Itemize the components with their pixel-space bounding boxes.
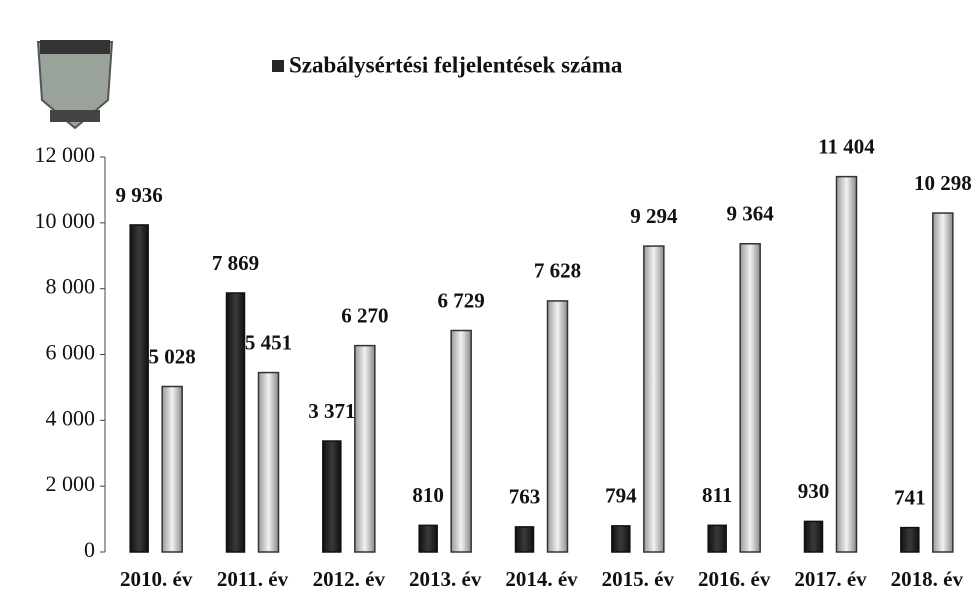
y-tick-label: 0 (84, 537, 95, 562)
value-label: 930 (798, 479, 830, 503)
legend-swatch (272, 60, 284, 72)
bar (546, 300, 569, 553)
bar (900, 526, 920, 553)
x-tick-label: 2018. év (891, 567, 964, 591)
y-tick-label: 10 000 (35, 208, 96, 233)
x-tick-label: 2013. év (409, 567, 482, 591)
bar (161, 385, 183, 553)
value-label: 9 294 (630, 204, 678, 228)
value-label: 811 (702, 483, 732, 507)
bar (418, 524, 438, 553)
value-label: 3 371 (308, 399, 355, 423)
bar (707, 524, 727, 553)
bar (225, 292, 246, 553)
bar (514, 526, 535, 553)
x-tick-label: 2017. év (794, 567, 867, 591)
value-label: 9 936 (116, 183, 163, 207)
bar (257, 371, 280, 553)
y-tick-label: 4 000 (46, 405, 96, 430)
x-tick-label: 2014. év (505, 567, 578, 591)
bar (643, 245, 665, 553)
y-tick-label: 2 000 (46, 471, 96, 496)
legend-label: Szabálysértési feljelentések száma (289, 52, 623, 77)
bar (803, 520, 824, 553)
x-tick-label: 2010. év (120, 567, 193, 591)
bar (129, 224, 149, 553)
value-label: 741 (894, 485, 926, 509)
x-tick-label: 2012. év (313, 567, 386, 591)
x-tick-label: 2015. év (602, 567, 675, 591)
value-label: 6 729 (438, 288, 485, 312)
value-label: 10 298 (914, 171, 972, 195)
value-label: 7 628 (534, 259, 581, 283)
bar (354, 344, 376, 553)
x-tick-label: 2011. év (217, 567, 289, 591)
bar (450, 329, 472, 553)
bar (322, 440, 342, 553)
legend: Szabálysértési feljelentések száma (272, 52, 623, 77)
value-label: 6 270 (341, 303, 388, 327)
value-label: 9 364 (727, 202, 775, 226)
bar (611, 525, 631, 553)
y-tick-label: 8 000 (46, 274, 96, 299)
value-label: 11 404 (818, 134, 875, 158)
bar (739, 243, 761, 553)
value-label: 794 (605, 484, 637, 508)
x-tick-label: 2016. év (698, 567, 771, 591)
value-label: 7 869 (212, 251, 259, 275)
bar (835, 175, 858, 553)
value-label: 763 (509, 485, 541, 509)
y-tick-label: 6 000 (46, 340, 96, 365)
value-label: 810 (412, 483, 444, 507)
bar (932, 212, 954, 553)
value-label: 5 028 (149, 344, 196, 368)
value-label: 5 451 (245, 330, 292, 354)
y-tick-label: 12 000 (35, 142, 96, 167)
logo (36, 40, 114, 130)
